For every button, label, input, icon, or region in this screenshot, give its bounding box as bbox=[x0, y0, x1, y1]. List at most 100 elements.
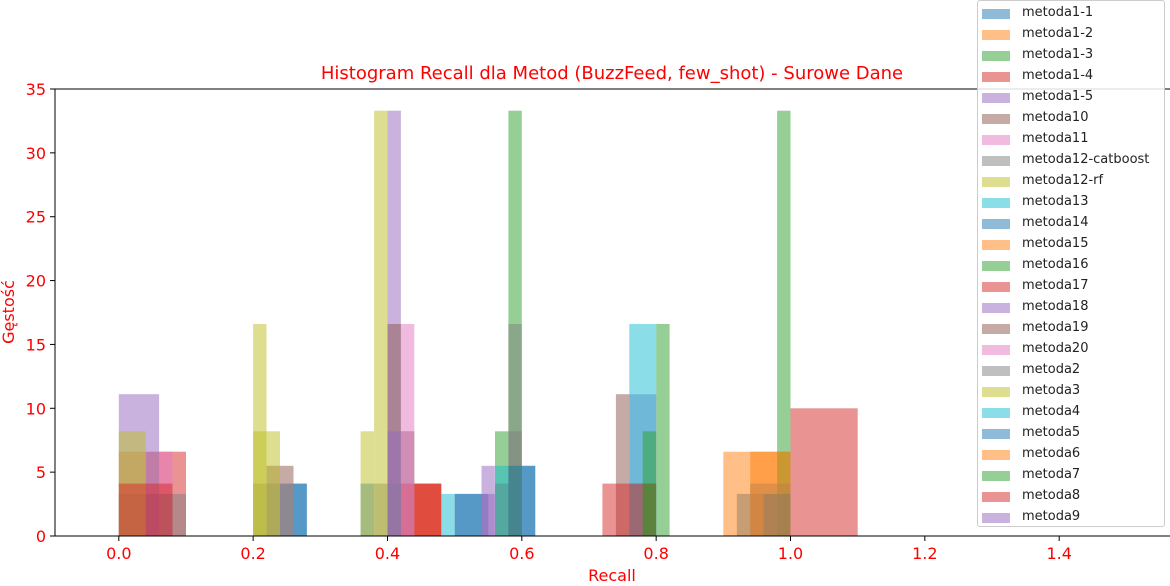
y-tick-label: 30 bbox=[26, 144, 46, 163]
legend-label: metoda14 bbox=[1022, 215, 1089, 230]
y-axis-label: Gęstość bbox=[0, 280, 18, 344]
legend-label: metoda20 bbox=[1022, 341, 1089, 356]
bar-metoda5-0 bbox=[508, 465, 536, 536]
legend-label: metoda17 bbox=[1022, 278, 1089, 293]
legend-swatch bbox=[982, 93, 1010, 103]
legend-swatch bbox=[982, 366, 1010, 376]
legend-item: metoda5 bbox=[978, 423, 1164, 444]
legend-swatch bbox=[982, 345, 1010, 355]
bar-metoda20-0 bbox=[400, 431, 415, 536]
bar-metoda1-3-3 bbox=[656, 324, 670, 536]
axes-layer: 0.0 0.2 0.4 0.6 0.8 1.0 1.2 1.4 0 5 10 15 20 25 30 35 bbox=[26, 80, 1170, 563]
legend-item: metoda4 bbox=[978, 402, 1164, 423]
x-tick-label: 0.8 bbox=[643, 544, 668, 563]
y-tick-label: 35 bbox=[26, 80, 46, 99]
legend-label: metoda8 bbox=[1022, 488, 1081, 503]
x-axis-label: Recall bbox=[588, 566, 636, 585]
legend-item: metoda1-2 bbox=[978, 24, 1164, 45]
x-tick-label: 0.4 bbox=[375, 544, 400, 563]
x-tick-label: 1.0 bbox=[778, 544, 803, 563]
legend-swatch bbox=[982, 219, 1010, 229]
legend-swatch bbox=[982, 492, 1010, 502]
y-tick-label: 0 bbox=[36, 527, 46, 546]
legend-swatch bbox=[982, 177, 1010, 187]
legend-item: metoda1-3 bbox=[978, 45, 1164, 66]
bar-metoda12-rf-1 bbox=[374, 110, 388, 536]
bar-metoda8-0 bbox=[414, 483, 442, 536]
bar-metoda14-0 bbox=[293, 483, 307, 536]
legend-item: metoda1-5 bbox=[978, 87, 1164, 108]
legend-item: metoda12-rf bbox=[978, 171, 1164, 192]
bar-metoda1-4-1 bbox=[790, 408, 858, 536]
legend-label: metoda10 bbox=[1022, 110, 1089, 125]
legend-swatch bbox=[982, 303, 1010, 313]
x-tick-label: 0.0 bbox=[106, 544, 131, 563]
legend-item: metoda16 bbox=[978, 255, 1164, 276]
legend-label: metoda11 bbox=[1022, 131, 1089, 146]
legend: metoda1-1 metoda1-2 metoda1-3 metoda1-4 meto… bbox=[977, 0, 1165, 527]
legend-swatch bbox=[982, 450, 1010, 460]
legend-label: metoda15 bbox=[1022, 236, 1089, 251]
legend-swatch bbox=[982, 72, 1010, 82]
legend-label: metoda13 bbox=[1022, 194, 1089, 209]
legend-swatch bbox=[982, 261, 1010, 271]
bar-metoda4-0 bbox=[495, 465, 509, 536]
bar-metoda9-0 bbox=[481, 493, 495, 536]
legend-swatch bbox=[982, 114, 1010, 124]
bar-metoda12-rf-0 bbox=[360, 431, 374, 536]
legend-item: metoda12-catboost bbox=[978, 150, 1164, 171]
x-tick-label: 0.2 bbox=[240, 544, 265, 563]
x-tick-label: 1.4 bbox=[1046, 544, 1071, 563]
legend-label: metoda4 bbox=[1022, 404, 1081, 419]
legend-label: metoda1-4 bbox=[1022, 68, 1094, 83]
bar-metoda3-1 bbox=[253, 431, 280, 536]
legend-item: metoda18 bbox=[978, 297, 1164, 318]
legend-label: metoda18 bbox=[1022, 299, 1089, 314]
legend-item: metoda20 bbox=[978, 339, 1164, 360]
legend-label: metoda1-3 bbox=[1022, 47, 1094, 62]
legend-item: metoda13 bbox=[978, 192, 1164, 213]
y-tick-label: 25 bbox=[26, 208, 46, 227]
legend-label: metoda5 bbox=[1022, 425, 1081, 440]
legend-swatch bbox=[982, 9, 1010, 19]
legend-item: metoda1-4 bbox=[978, 66, 1164, 87]
y-tick-label: 5 bbox=[36, 463, 46, 482]
legend-item: metoda14 bbox=[978, 213, 1164, 234]
legend-item: metoda19 bbox=[978, 318, 1164, 339]
legend-swatch bbox=[982, 51, 1010, 61]
legend-item: metoda9 bbox=[978, 507, 1164, 528]
bar-metoda13-0 bbox=[441, 493, 455, 536]
legend-item: metoda2 bbox=[978, 360, 1164, 381]
legend-swatch bbox=[982, 30, 1010, 40]
legend-label: metoda12-catboost bbox=[1022, 152, 1150, 167]
legend-item: metoda10 bbox=[978, 108, 1164, 129]
legend-swatch bbox=[982, 324, 1010, 334]
legend-item: metoda1-1 bbox=[978, 3, 1164, 24]
legend-label: metoda6 bbox=[1022, 446, 1081, 461]
legend-label: metoda16 bbox=[1022, 257, 1089, 272]
y-tick-label: 20 bbox=[26, 272, 46, 291]
legend-label: metoda2 bbox=[1022, 362, 1081, 377]
bar-metoda1-3-4 bbox=[777, 110, 791, 536]
legend-swatch bbox=[982, 282, 1010, 292]
bar-metoda18-0 bbox=[387, 431, 401, 536]
legend-item: metoda11 bbox=[978, 129, 1164, 150]
legend-swatch bbox=[982, 429, 1010, 439]
bar-metoda17-0 bbox=[118, 483, 173, 536]
legend-swatch bbox=[982, 513, 1010, 523]
legend-swatch bbox=[982, 135, 1010, 145]
legend-item: metoda15 bbox=[978, 234, 1164, 255]
legend-item: metoda6 bbox=[978, 444, 1164, 465]
bars-layer bbox=[118, 110, 858, 536]
bar-metoda14-1 bbox=[454, 493, 482, 536]
legend-swatch bbox=[982, 156, 1010, 166]
legend-swatch bbox=[982, 471, 1010, 481]
y-tick-label: 15 bbox=[26, 335, 46, 354]
legend-swatch bbox=[982, 198, 1010, 208]
legend-label: metoda1-2 bbox=[1022, 26, 1094, 41]
legend-label: metoda7 bbox=[1022, 467, 1081, 482]
legend-label: metoda1-5 bbox=[1022, 89, 1094, 104]
legend-label: metoda12-rf bbox=[1022, 173, 1104, 188]
chart-title: Histogram Recall dla Metod (BuzzFeed, fe… bbox=[321, 63, 903, 84]
